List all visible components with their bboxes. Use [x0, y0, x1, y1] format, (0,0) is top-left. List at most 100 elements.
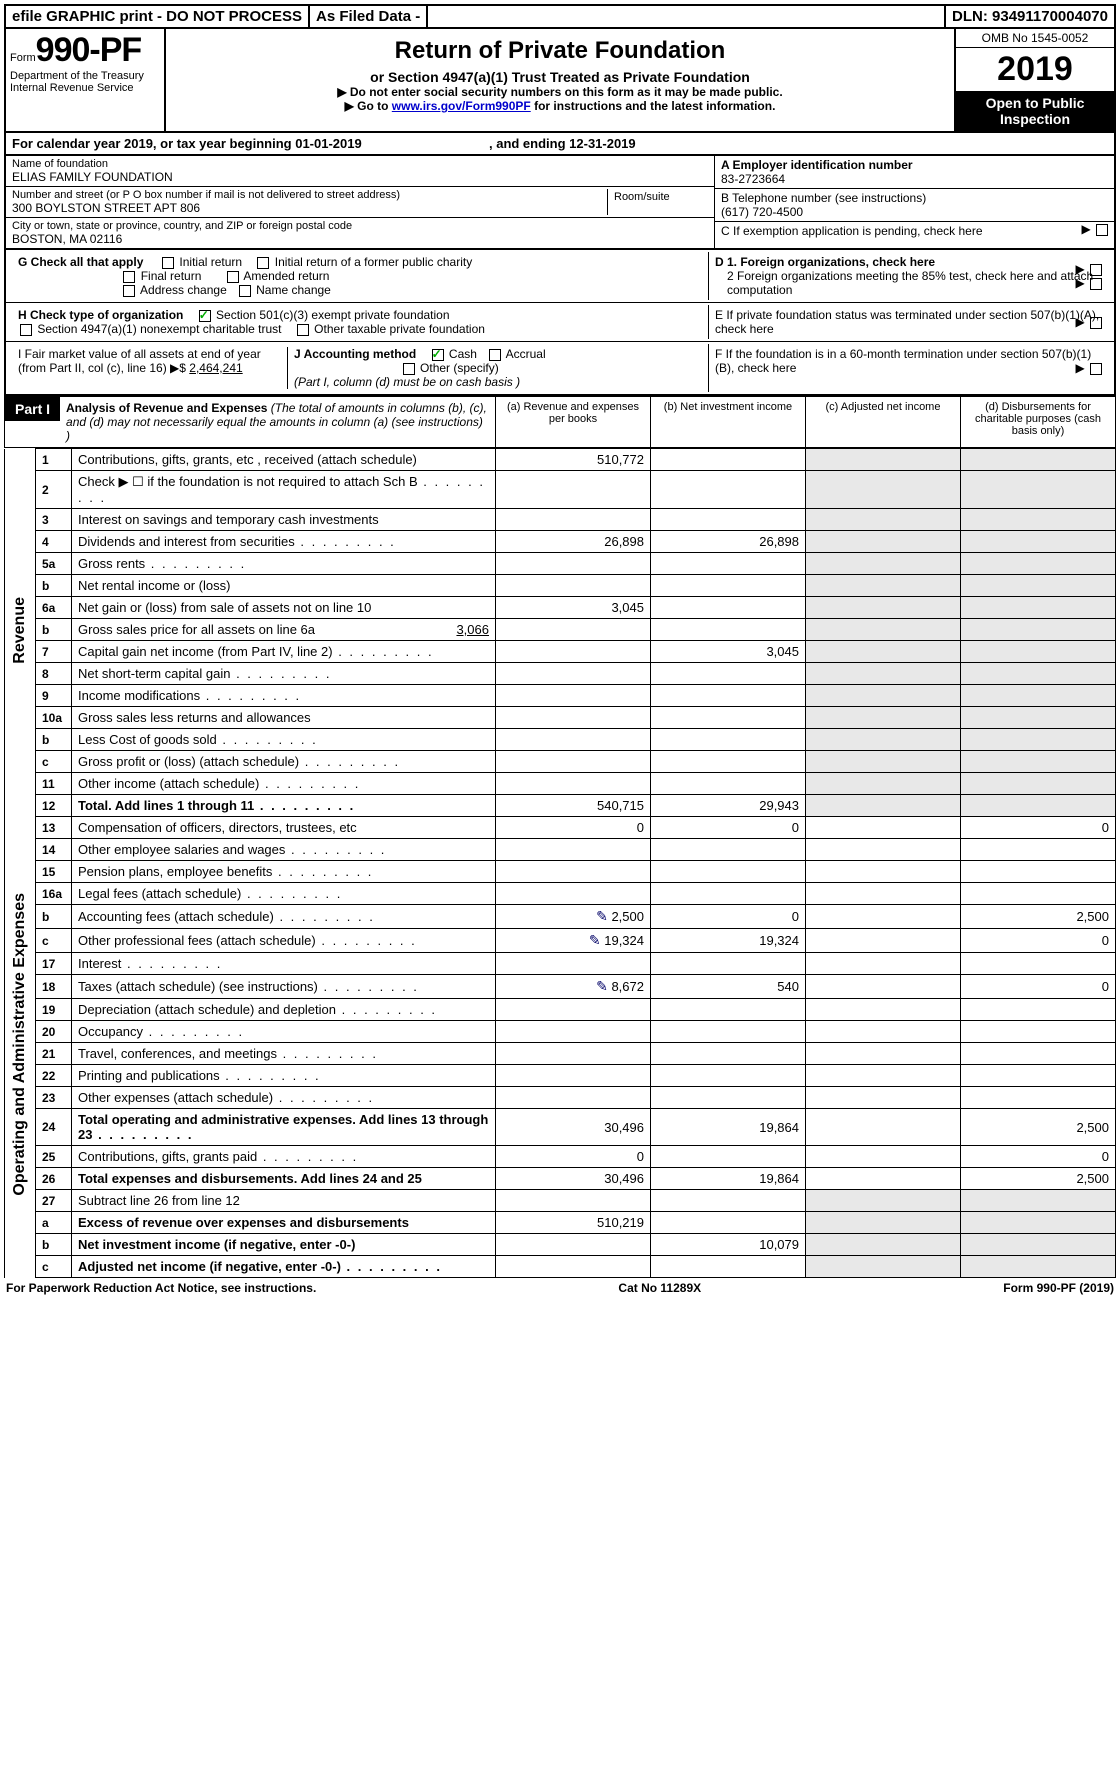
room-label: Room/suite: [608, 189, 708, 215]
form-subtitle: or Section 4947(a)(1) Trust Treated as P…: [170, 69, 950, 85]
cb-cash[interactable]: [432, 349, 444, 361]
table-row: bLess Cost of goods sold: [5, 729, 1116, 751]
dln: DLN: 93491170004070: [944, 6, 1114, 27]
side-label: Operating and Administrative Expenses: [5, 817, 36, 1278]
table-row: 18Taxes (attach schedule) (see instructi…: [5, 975, 1116, 999]
table-row: Revenue1Contributions, gifts, grants, et…: [5, 449, 1116, 471]
part1-tab: Part I: [5, 397, 60, 421]
form-title: Return of Private Foundation: [170, 37, 950, 65]
fmv-value: 2,464,241: [189, 361, 242, 375]
ein: 83-2723664: [721, 172, 1108, 186]
col-a: (a) Revenue and expenses per books: [495, 397, 650, 447]
d2-label: 2 Foreign organizations meeting the 85% …: [727, 269, 1093, 297]
calendar-year-row: For calendar year 2019, or tax year begi…: [4, 133, 1116, 156]
cb-accrual[interactable]: [489, 349, 501, 361]
dept: Department of the Treasury: [10, 70, 160, 82]
cb-name-change[interactable]: [239, 285, 251, 297]
table-row: cAdjusted net income (if negative, enter…: [5, 1256, 1116, 1278]
table-row: 23Other expenses (attach schedule): [5, 1087, 1116, 1109]
cb-501c3[interactable]: [199, 310, 211, 322]
attach-icon[interactable]: ✎: [596, 978, 608, 994]
table-row: 15Pension plans, employee benefits: [5, 861, 1116, 883]
cb-other-method[interactable]: [403, 363, 415, 375]
header-left: Form990-PF Department of the Treasury In…: [6, 29, 166, 131]
cb-address-change[interactable]: [123, 285, 135, 297]
addr-label: Number and street (or P O box number if …: [12, 189, 607, 201]
cb-initial-former[interactable]: [257, 257, 269, 269]
table-row: bNet investment income (if negative, ent…: [5, 1234, 1116, 1256]
table-row: 14Other employee salaries and wages: [5, 839, 1116, 861]
part1-title: Analysis of Revenue and Expenses: [66, 401, 267, 415]
table-row: 12Total. Add lines 1 through 11540,71529…: [5, 795, 1116, 817]
table-row: 4Dividends and interest from securities2…: [5, 531, 1116, 553]
table-row: 20Occupancy: [5, 1021, 1116, 1043]
col-c: (c) Adjusted net income: [805, 397, 960, 447]
side-label: Revenue: [5, 449, 36, 817]
form-prefix: Form: [10, 52, 36, 64]
table-row: 24Total operating and administrative exp…: [5, 1109, 1116, 1146]
address: 300 BOYLSTON STREET APT 806: [12, 201, 607, 215]
table-row: 27Subtract line 26 from line 12: [5, 1190, 1116, 1212]
top-bar: efile GRAPHIC print - DO NOT PROCESS As …: [4, 4, 1116, 29]
form-header: Form990-PF Department of the Treasury In…: [4, 29, 1116, 133]
table-row: 6aNet gain or (loss) from sale of assets…: [5, 597, 1116, 619]
form-number: 990-PF: [36, 31, 142, 69]
table-row: 3Interest on savings and temporary cash …: [5, 509, 1116, 531]
footer-left: For Paperwork Reduction Act Notice, see …: [6, 1281, 316, 1295]
identity-block: Name of foundation ELIAS FAMILY FOUNDATI…: [4, 156, 1116, 250]
c-checkbox[interactable]: [1096, 224, 1108, 236]
table-row: 25Contributions, gifts, grants paid00: [5, 1146, 1116, 1168]
table-row: 9Income modifications: [5, 685, 1116, 707]
table-row: 22Printing and publications: [5, 1065, 1116, 1087]
cb-initial-return[interactable]: [162, 257, 174, 269]
d1-checkbox[interactable]: [1090, 264, 1102, 276]
cb-other-taxable[interactable]: [297, 324, 309, 336]
ein-label: A Employer identification number: [721, 158, 1108, 172]
cb-final-return[interactable]: [123, 271, 135, 283]
col-b: (b) Net investment income: [650, 397, 805, 447]
attach-icon[interactable]: ✎: [596, 908, 608, 924]
table-row: 2Check ▶ ☐ if the foundation is not requ…: [5, 471, 1116, 509]
attach-icon[interactable]: ✎: [589, 932, 601, 948]
e-label: E If private foundation status was termi…: [715, 308, 1099, 336]
table-row: bAccounting fees (attach schedule)✎ 2,50…: [5, 905, 1116, 929]
cb-amended[interactable]: [227, 271, 239, 283]
irs-link[interactable]: www.irs.gov/Form990PF: [392, 99, 531, 113]
table-row: 5aGross rents: [5, 553, 1116, 575]
table-row: 16aLegal fees (attach schedule): [5, 883, 1116, 905]
table-row: 21Travel, conferences, and meetings: [5, 1043, 1116, 1065]
note-link: ▶ Go to www.irs.gov/Form990PF for instru…: [170, 99, 950, 113]
j-label: J Accounting method: [294, 347, 416, 361]
table-row: bNet rental income or (loss): [5, 575, 1116, 597]
irs: Internal Revenue Service: [10, 82, 160, 94]
table-row: 19Depreciation (attach schedule) and dep…: [5, 999, 1116, 1021]
table-row: 10aGross sales less returns and allowanc…: [5, 707, 1116, 729]
table-row: 26Total expenses and disbursements. Add …: [5, 1168, 1116, 1190]
h-label: H Check type of organization: [18, 308, 183, 322]
page-footer: For Paperwork Reduction Act Notice, see …: [4, 1278, 1116, 1298]
part1-header: Part I Analysis of Revenue and Expenses …: [4, 396, 1116, 448]
d2-checkbox[interactable]: [1090, 278, 1102, 290]
table-row: Operating and Administrative Expenses13C…: [5, 817, 1116, 839]
table-row: cGross profit or (loss) (attach schedule…: [5, 751, 1116, 773]
table-row: bGross sales price for all assets on lin…: [5, 619, 1116, 641]
header-right: OMB No 1545-0052 2019 Open to Public Ins…: [954, 29, 1114, 131]
table-row: 8Net short-term capital gain: [5, 663, 1116, 685]
f-checkbox[interactable]: [1090, 363, 1102, 375]
e-checkbox[interactable]: [1090, 317, 1102, 329]
c-label: C If exemption application is pending, c…: [721, 224, 983, 238]
efile-notice: efile GRAPHIC print - DO NOT PROCESS: [6, 6, 310, 27]
table-row: 7Capital gain net income (from Part IV, …: [5, 641, 1116, 663]
j-note: (Part I, column (d) must be on cash basi…: [294, 375, 520, 389]
name-label: Name of foundation: [12, 158, 708, 170]
note-ssn: ▶ Do not enter social security numbers o…: [170, 85, 950, 99]
checkbox-grid: G Check all that apply Initial return In…: [4, 250, 1116, 396]
d1-label: D 1. Foreign organizations, check here: [715, 255, 935, 269]
omb: OMB No 1545-0052: [956, 29, 1114, 48]
cb-4947[interactable]: [20, 324, 32, 336]
f-label: F If the foundation is in a 60-month ter…: [715, 347, 1091, 375]
as-filed: As Filed Data -: [310, 6, 428, 27]
footer-right: Form 990-PF (2019): [1003, 1281, 1114, 1295]
g-label: G Check all that apply: [18, 255, 143, 269]
table-row: 17Interest: [5, 953, 1116, 975]
